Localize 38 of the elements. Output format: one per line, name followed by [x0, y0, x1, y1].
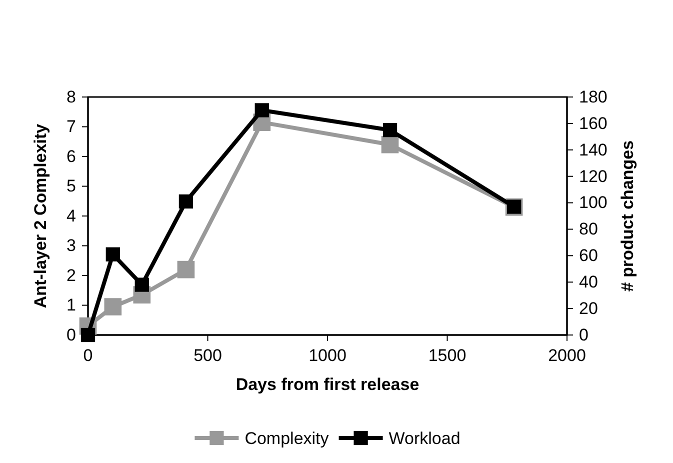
y2-tick-label: 80	[579, 220, 598, 239]
y-tick-label: 4	[66, 206, 76, 226]
point	[254, 103, 269, 118]
y2-tick-label: 100	[579, 193, 608, 212]
y-tick-label: 6	[66, 146, 76, 166]
point	[178, 194, 194, 209]
x-tick-label: 500	[194, 346, 222, 366]
x-tick-label: 1000	[308, 346, 346, 366]
x-axis-title: Days from first release	[236, 375, 420, 394]
y-tick-label: 8	[66, 87, 76, 106]
y-axis-title: Ant-layer 2 Complexity	[31, 123, 50, 308]
point	[80, 328, 96, 342]
y2-tick-label: 140	[579, 140, 608, 160]
point	[381, 136, 399, 154]
point	[177, 260, 195, 278]
point	[106, 247, 120, 262]
y2-tick-label: 120	[579, 166, 608, 186]
y2-tick-label: 40	[579, 272, 598, 292]
y2-tick-label: 60	[579, 246, 598, 266]
y-tick-label: 7	[66, 117, 76, 136]
y-tick-label: 0	[66, 325, 76, 344]
x-tick-label: 2000	[548, 346, 586, 366]
legend-label: Workload	[388, 428, 460, 448]
y2-tick-label: 160	[579, 114, 608, 133]
x-tick-label: 0	[83, 346, 93, 366]
y-tick-label: 1	[66, 296, 76, 315]
y-tick-label: 3	[66, 236, 76, 256]
y2-tick-label: 0	[579, 325, 588, 344]
y2-tick-label: 20	[579, 298, 598, 318]
x-tick-label: 1500	[428, 346, 466, 366]
y-tick-label: 5	[66, 176, 76, 196]
point	[382, 122, 398, 138]
point	[134, 278, 149, 292]
y2-axis-title: # product changes	[618, 140, 637, 292]
point	[104, 298, 122, 316]
legend-label: Complexity	[244, 428, 330, 448]
y2-tick-label: 180	[579, 87, 608, 106]
y-tick-label: 2	[66, 266, 76, 285]
